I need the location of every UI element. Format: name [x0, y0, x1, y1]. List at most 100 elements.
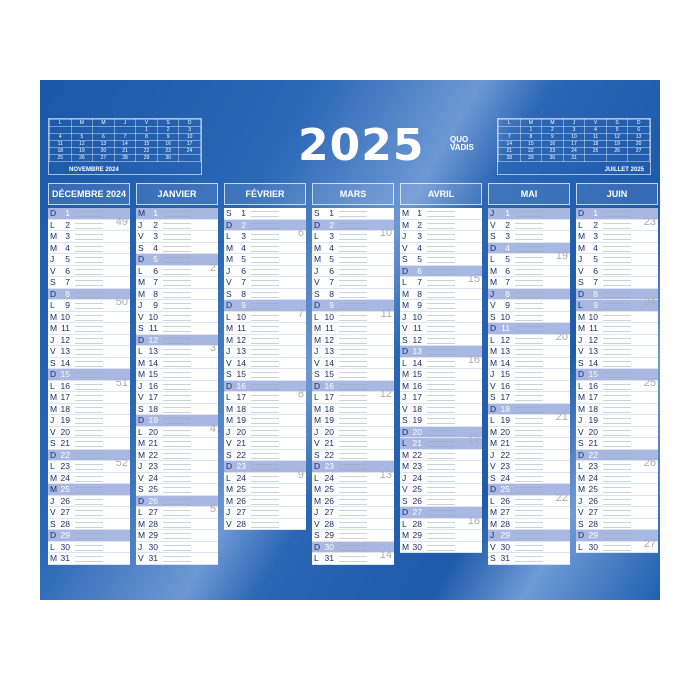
day-row[interactable]: 29	[48, 530, 130, 542]
day-row[interactable]: 26 22	[488, 492, 570, 507]
day-row[interactable]: 3	[576, 231, 658, 243]
day-row[interactable]: 16	[312, 380, 394, 392]
day-row[interactable]: 18	[576, 404, 658, 415]
day-row[interactable]: 16 51	[48, 377, 130, 392]
day-row[interactable]: 17	[48, 392, 130, 404]
day-row[interactable]: 30 27	[576, 538, 658, 553]
day-row[interactable]: 6	[400, 265, 482, 277]
day-row[interactable]: 4	[224, 243, 306, 254]
day-row[interactable]: 14	[136, 358, 218, 369]
day-row[interactable]: 15	[224, 369, 306, 381]
day-row[interactable]: 8	[48, 288, 130, 300]
day-row[interactable]: 17 8	[224, 388, 306, 404]
day-row[interactable]: 11	[136, 323, 218, 335]
day-row[interactable]: 9 24	[576, 296, 658, 312]
day-row[interactable]: 23	[224, 461, 306, 473]
day-row[interactable]: 18	[224, 404, 306, 415]
day-row[interactable]: 8	[488, 288, 570, 300]
day-row[interactable]: 31	[488, 553, 570, 565]
day-row[interactable]: 26	[312, 496, 394, 507]
day-row[interactable]: 10	[488, 312, 570, 323]
day-row[interactable]: 26	[400, 496, 482, 507]
day-row[interactable]: 13	[400, 346, 482, 358]
day-row[interactable]: 7	[136, 277, 218, 289]
day-row[interactable]: 19	[48, 415, 130, 427]
day-row[interactable]: 1	[576, 208, 658, 220]
day-row[interactable]: 3	[400, 231, 482, 243]
day-row[interactable]: 11	[312, 323, 394, 335]
day-row[interactable]: 15	[576, 369, 658, 381]
day-row[interactable]: 23 52	[48, 457, 130, 473]
day-row[interactable]: 23 26	[576, 457, 658, 473]
day-row[interactable]: 28	[136, 519, 218, 530]
day-row[interactable]: 29	[488, 530, 570, 542]
day-row[interactable]: 21	[224, 438, 306, 450]
day-row[interactable]: 4	[576, 243, 658, 254]
day-row[interactable]: 21	[576, 438, 658, 450]
day-row[interactable]: 14	[48, 358, 130, 369]
day-row[interactable]: 31	[136, 553, 218, 565]
day-row[interactable]: 24 13	[312, 469, 394, 484]
day-row[interactable]: 29	[576, 530, 658, 542]
day-row[interactable]: 28 18	[400, 515, 482, 530]
day-row[interactable]: 28	[488, 519, 570, 530]
day-row[interactable]: 28	[312, 519, 394, 530]
day-row[interactable]: 5	[576, 254, 658, 266]
day-row[interactable]: 27	[224, 507, 306, 519]
day-row[interactable]: 9	[136, 300, 218, 312]
day-row[interactable]: 14	[224, 358, 306, 369]
day-row[interactable]: 31	[48, 553, 130, 565]
day-row[interactable]: 7	[48, 277, 130, 289]
day-row[interactable]: 18	[136, 404, 218, 415]
day-row[interactable]: 12	[224, 335, 306, 346]
day-row[interactable]: 29	[136, 530, 218, 542]
day-row[interactable]: 15	[488, 369, 570, 381]
day-row[interactable]: 11	[224, 323, 306, 335]
day-row[interactable]: 7 15	[400, 273, 482, 289]
day-row[interactable]: 19	[224, 415, 306, 427]
day-row[interactable]: 23	[488, 461, 570, 473]
day-row[interactable]: 1	[224, 208, 306, 220]
day-row[interactable]: 2	[488, 220, 570, 231]
day-row[interactable]: 5	[400, 254, 482, 266]
day-row[interactable]: 21	[312, 438, 394, 450]
day-row[interactable]: 6	[48, 266, 130, 277]
day-row[interactable]: 11	[488, 323, 570, 335]
day-row[interactable]: 5	[48, 254, 130, 266]
day-row[interactable]: 9	[312, 300, 394, 312]
day-row[interactable]: 3	[136, 231, 218, 243]
day-row[interactable]: 14	[488, 358, 570, 369]
day-row[interactable]: 2	[400, 220, 482, 231]
day-row[interactable]: 8	[136, 289, 218, 300]
day-row[interactable]: 9 50	[48, 296, 130, 312]
day-row[interactable]: 4	[48, 243, 130, 254]
day-row[interactable]: 24	[48, 473, 130, 484]
day-row[interactable]: 17	[400, 392, 482, 404]
day-row[interactable]: 19	[136, 415, 218, 427]
day-row[interactable]: 11	[576, 323, 658, 335]
day-row[interactable]: 26	[136, 495, 218, 507]
day-row[interactable]: 27	[48, 507, 130, 519]
day-row[interactable]: 31 14	[312, 549, 394, 565]
day-row[interactable]: 20	[488, 427, 570, 438]
day-row[interactable]: 30	[48, 542, 130, 553]
day-row[interactable]: 7	[488, 277, 570, 289]
day-row[interactable]: 9	[488, 300, 570, 312]
day-row[interactable]: 22	[312, 450, 394, 461]
day-row[interactable]: 1	[400, 208, 482, 220]
day-row[interactable]: 9	[224, 300, 306, 312]
day-row[interactable]: 12	[400, 335, 482, 346]
day-row[interactable]: 17	[136, 392, 218, 404]
day-row[interactable]: 18	[488, 403, 570, 415]
day-row[interactable]: 11	[400, 323, 482, 335]
day-row[interactable]: 5	[136, 254, 218, 266]
day-row[interactable]: 2	[136, 220, 218, 231]
day-row[interactable]: 15	[136, 369, 218, 381]
day-row[interactable]: 19	[576, 415, 658, 427]
day-row[interactable]: 6	[224, 266, 306, 277]
day-row[interactable]: 1	[312, 208, 394, 220]
day-row[interactable]: 9	[400, 300, 482, 312]
day-row[interactable]: 22	[576, 449, 658, 461]
